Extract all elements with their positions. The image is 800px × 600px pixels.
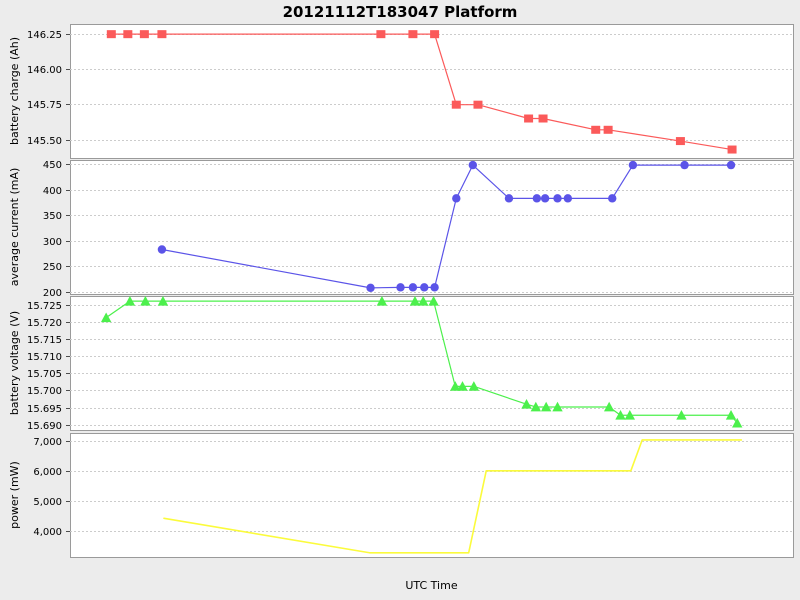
y-tick-label: 5,000 [33,497,62,508]
data-point-marker [624,410,636,420]
data-point-marker [532,194,542,203]
y-axis-label: battery charge (Ah) [8,37,21,145]
data-point-marker [727,145,737,154]
data-point-marker [725,410,737,420]
y-tick-label: 15.705 [27,369,62,380]
data-point-marker [457,381,468,391]
data-point-marker [675,137,685,146]
series-group [157,160,736,293]
y-tick-label: 145.50 [27,136,62,147]
data-point-marker [140,296,151,306]
panel-background [70,296,794,431]
y-tick-label: 4,000 [33,527,62,538]
panel-background [70,160,794,295]
series-line-power [163,439,743,554]
data-point-marker [628,160,638,170]
y-axis-label: average current (mA) [8,168,21,287]
data-point-marker [430,30,440,39]
panel-background [70,433,794,558]
y-tick-label: 15.700 [27,386,62,397]
data-point-marker [157,296,169,306]
series-group [106,30,737,154]
y-tick-label: 146.00 [27,65,62,76]
data-point-marker [553,194,562,203]
data-point-marker [408,30,418,39]
data-point-marker [376,296,388,306]
data-point-marker [430,283,439,292]
x-axis-label: UTC Time [405,579,457,592]
data-point-marker [468,381,480,391]
data-point-marker [418,296,429,306]
data-point-marker [408,283,418,292]
data-point-marker [530,401,542,412]
data-point-marker [540,194,550,203]
y-tick-label: 15.725 [27,301,62,312]
data-point-marker [521,399,532,409]
data-point-marker [157,245,167,254]
data-point-marker [376,30,386,39]
y-tick-label: 15.695 [27,404,62,415]
data-point-marker [540,401,552,412]
data-point-marker [726,160,736,170]
data-point-marker [451,100,461,109]
y-tick-label: 6,000 [33,467,62,478]
panel-battery-charge: 145.50 145.75 146.00 146.25 battery charge (… [8,24,794,159]
data-point-marker [123,30,133,39]
y-tick-label: 250 [43,262,62,273]
series-group [100,296,743,428]
series-group [163,439,743,554]
data-point-marker [100,312,112,323]
data-point-marker [450,381,461,391]
y-tick-label: 300 [43,237,62,248]
panel-power: 4,000 5,000 6,000 7,000 power (mW) [8,433,794,558]
panel-average-current: 200 250 300 350 400 450 average current (mA) [8,160,794,299]
y-tick-label: 400 [43,186,62,197]
y-tick-label: 146.25 [27,30,62,41]
data-point-marker [680,160,689,170]
data-point-marker [608,194,617,203]
data-point-marker [732,417,743,428]
data-point-marker [106,30,116,39]
data-point-marker [552,401,563,412]
data-point-marker [563,194,573,203]
data-point-marker [396,283,405,292]
data-point-marker [452,194,461,203]
panel-battery-voltage: 15.690 15.695 15.700 15.705 15.710 15.715 15.7… [8,296,794,432]
data-point-marker [428,296,439,306]
page-title: 20121112T183047 Platform [283,3,518,21]
y-tick-label: 350 [43,211,62,222]
panel-background [70,24,794,159]
data-point-marker [366,283,375,293]
data-point-marker [591,125,601,134]
data-point-marker [124,296,136,306]
y-tick-label: 15.690 [27,421,62,432]
y-axis-label: power (mW) [8,461,21,529]
y-axis-label: battery voltage (V) [8,311,21,415]
data-point-marker [409,296,421,306]
y-tick-label: 145.75 [27,100,62,111]
data-point-marker [538,114,548,123]
y-tick-label: 450 [43,160,62,171]
y-tick-label: 15.710 [27,352,62,363]
data-point-marker [524,114,534,123]
data-point-marker [420,283,429,292]
data-point-marker [603,125,613,134]
data-point-marker [504,194,514,203]
data-point-marker [473,100,483,109]
data-point-marker [157,30,167,39]
y-tick-label: 7,000 [33,437,62,448]
data-point-marker [676,410,687,420]
data-point-marker [603,401,615,412]
y-tick-label: 200 [43,288,62,299]
data-point-marker [615,410,626,420]
y-tick-label: 15.715 [27,335,62,346]
data-point-marker [139,30,149,39]
data-point-marker [468,160,478,170]
y-tick-label: 15.720 [27,318,62,329]
